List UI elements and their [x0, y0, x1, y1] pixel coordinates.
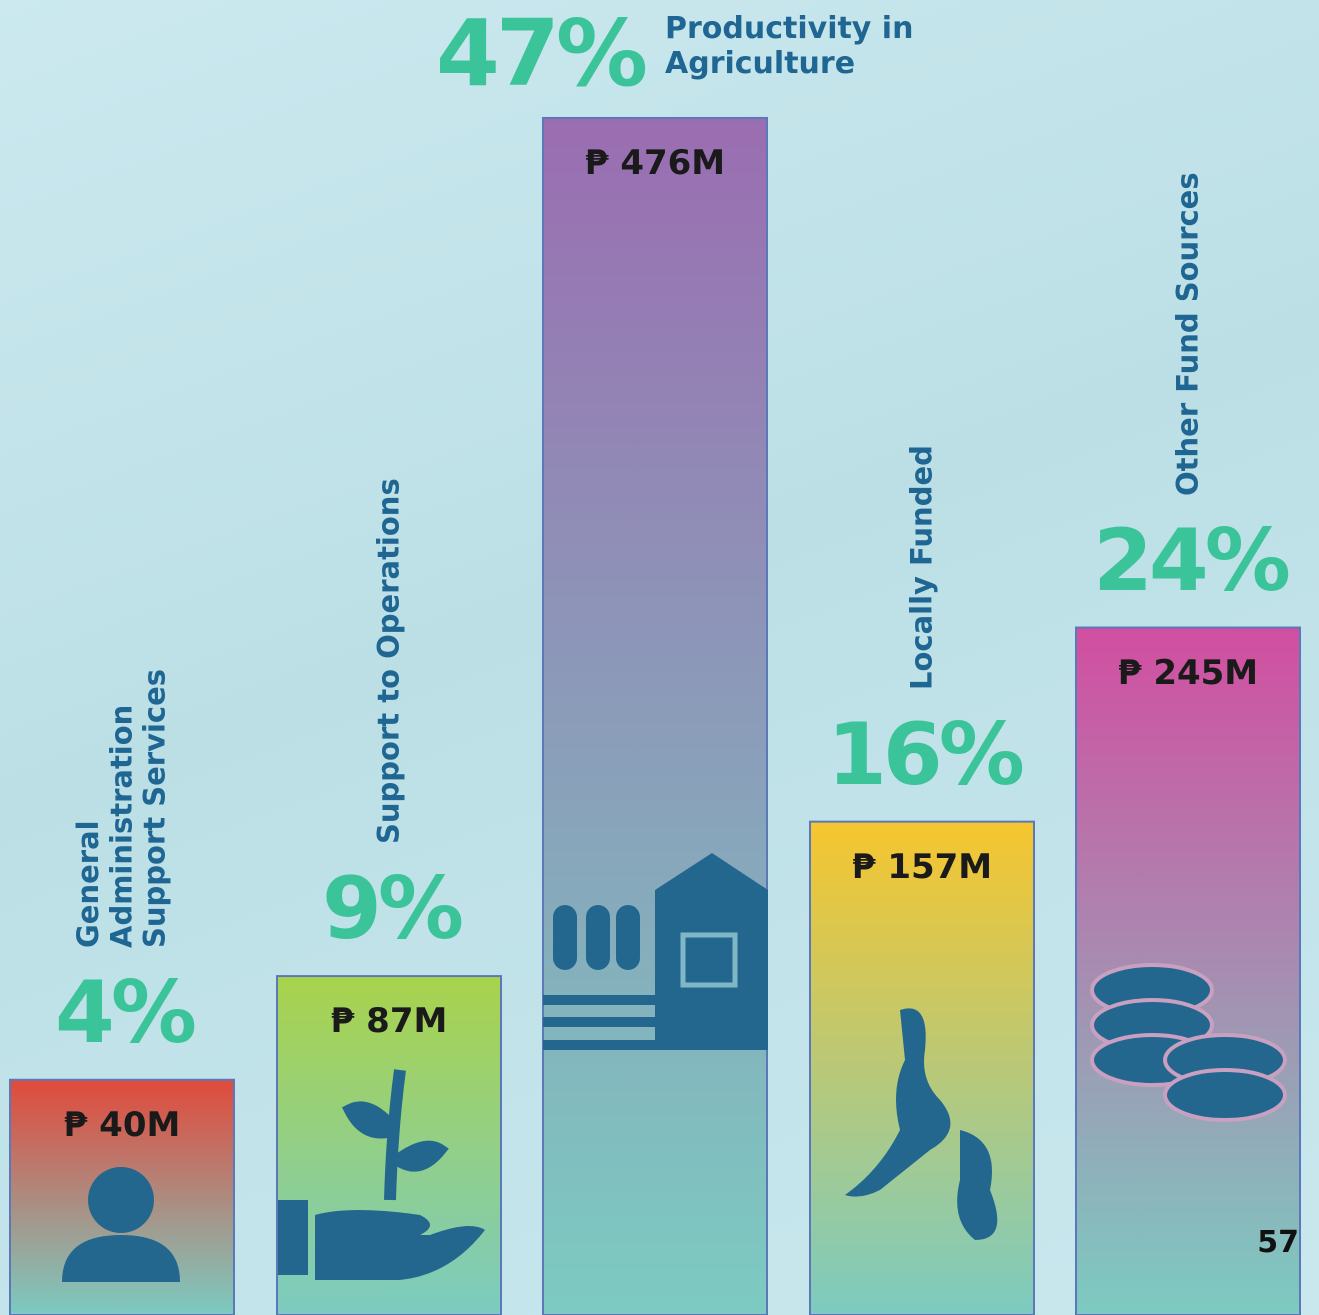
tree-icon [616, 905, 640, 970]
barn-door [680, 932, 738, 988]
share-label: 4% [54, 962, 197, 1063]
share-label: 24% [1093, 510, 1291, 611]
share-label: 47% [435, 0, 648, 107]
value-label: ₱ 87M [330, 1001, 448, 1042]
tree-icon [553, 905, 577, 970]
value-label: ₱ 245M [1117, 652, 1259, 693]
share-label: 9% [321, 859, 464, 960]
bar [542, 116, 768, 1315]
category-label: Productivity in Agriculture [665, 11, 914, 81]
value-label: ₱ 476M [584, 142, 726, 183]
category-label: Support to Operations [371, 478, 406, 845]
value-label: ₱ 157M [851, 846, 993, 887]
person-icon [88, 1167, 154, 1233]
share-label: 16% [827, 704, 1025, 805]
plant-icon [341, 1069, 449, 1201]
hand-icon [278, 1200, 485, 1280]
map-icon [845, 1008, 998, 1240]
value-label: ₱ 40M [63, 1104, 181, 1145]
page-number: 57 [1257, 1225, 1299, 1260]
category-label: Other Fund Sources [1170, 171, 1205, 496]
tree-icon [586, 905, 610, 970]
category-label: Locally Funded [904, 444, 939, 690]
field-icon [543, 995, 768, 1050]
barn-icon [655, 853, 768, 1040]
coin-icon [1163, 1068, 1287, 1122]
category-label: General Administration Support Services [70, 668, 172, 948]
person-icon [62, 1235, 180, 1282]
